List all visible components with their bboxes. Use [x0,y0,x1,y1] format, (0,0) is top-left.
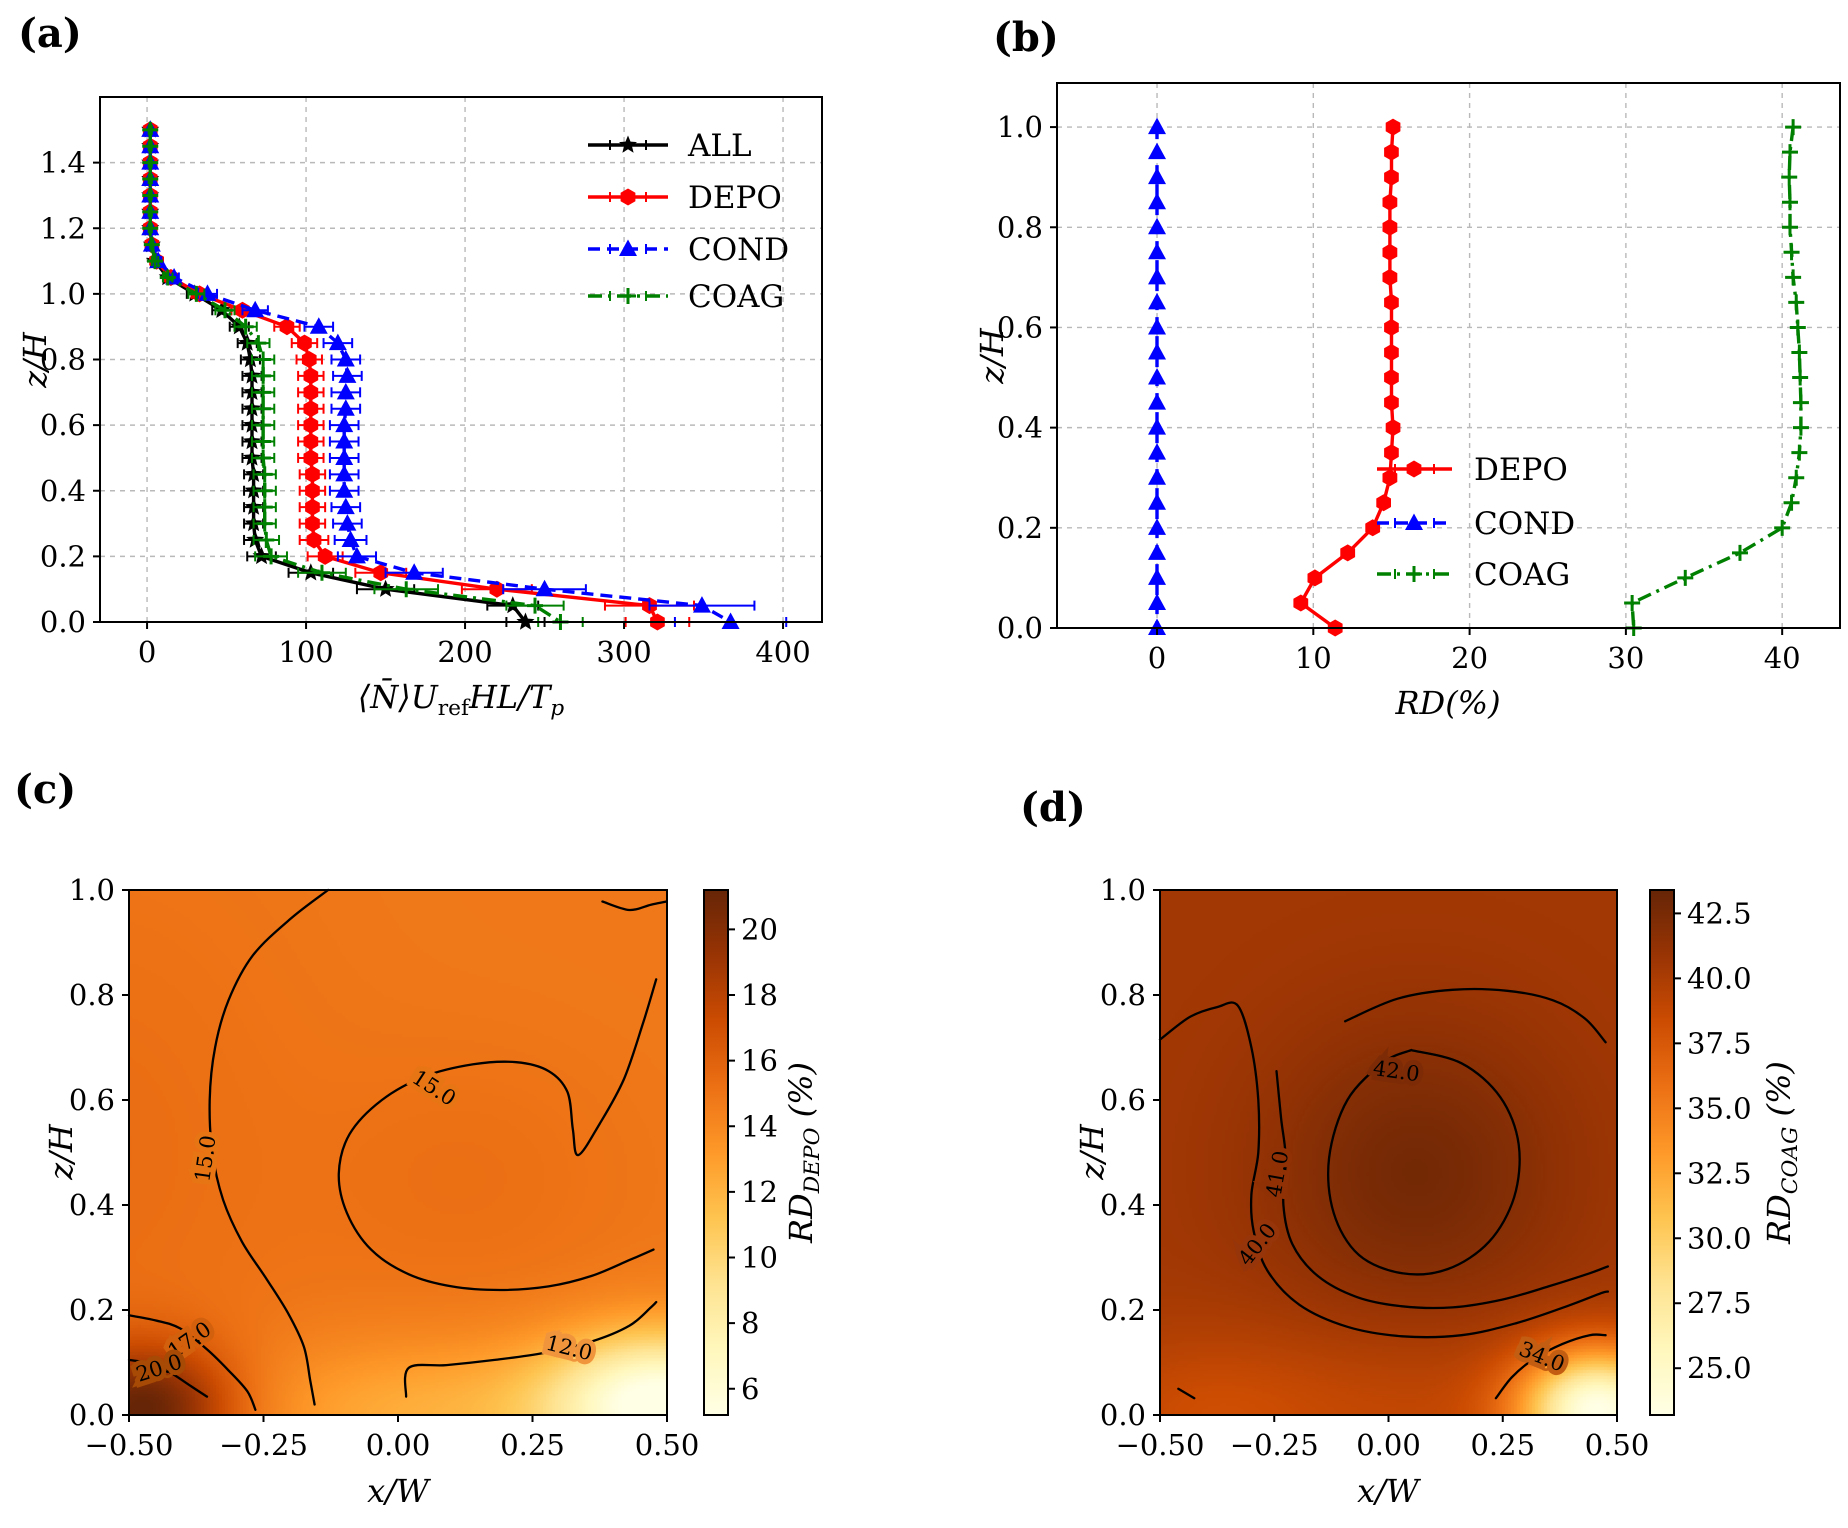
svg-text:DEPO: DEPO [1474,452,1568,488]
svg-text:COND: COND [688,232,789,268]
svg-text:0.2: 0.2 [69,1293,115,1327]
svg-text:40.0: 40.0 [1233,1219,1281,1271]
svg-text:0.2: 0.2 [1100,1293,1146,1327]
svg-text:DEPO: DEPO [688,180,782,216]
svg-text:0.8: 0.8 [69,978,115,1012]
svg-text:0.6: 0.6 [69,1083,115,1117]
svg-text:41.0: 41.0 [1262,1149,1294,1199]
svg-text:1.0: 1.0 [997,110,1043,144]
svg-text:0.4: 0.4 [69,1188,115,1222]
svg-text:400: 400 [755,635,810,669]
svg-text:300: 300 [596,635,651,669]
svg-text:ALL: ALL [687,128,752,164]
svg-text:20.0: 20.0 [133,1349,185,1386]
svg-text:30.0: 30.0 [1687,1221,1752,1255]
svg-text:37.5: 37.5 [1687,1026,1752,1060]
svg-text:0.00: 0.00 [1356,1428,1421,1462]
svg-text:25.0: 25.0 [1687,1351,1752,1385]
svg-text:0.4: 0.4 [997,411,1043,445]
svg-text:20: 20 [1451,641,1488,675]
svg-text:0.6: 0.6 [1100,1083,1146,1117]
svg-text:0.25: 0.25 [1470,1428,1535,1462]
svg-text:0.2: 0.2 [997,511,1043,545]
svg-text:0.4: 0.4 [1100,1188,1146,1222]
heatmap-coag-canvas [1160,890,1617,1415]
svg-text:z/H: z/H [973,327,1011,385]
svg-text:12: 12 [741,1175,778,1209]
svg-text:0: 0 [138,635,156,669]
svg-text:8: 8 [741,1306,759,1340]
svg-text:RD(%): RD(%) [1394,684,1500,722]
svg-text:32.5: 32.5 [1687,1156,1752,1190]
svg-text:−0.50: −0.50 [1116,1428,1205,1462]
svg-text:0.0: 0.0 [1100,1398,1146,1432]
svg-text:RDDEPO​ (%): RDDEPO​ (%) [782,1062,825,1244]
svg-text:0: 0 [1148,641,1166,675]
svg-text:0.50: 0.50 [635,1428,700,1462]
svg-text:−0.25: −0.25 [219,1428,308,1462]
svg-text:10: 10 [741,1241,778,1275]
svg-text:34.0: 34.0 [1516,1337,1568,1377]
svg-text:0.25: 0.25 [500,1428,565,1462]
panel-letter-b: (b) [993,14,1059,61]
svg-text:1.2: 1.2 [40,211,86,245]
svg-text:−0.50: −0.50 [85,1428,174,1462]
svg-text:35.0: 35.0 [1687,1091,1752,1125]
svg-text:30: 30 [1607,641,1644,675]
svg-text:18: 18 [741,978,778,1012]
svg-text:6: 6 [741,1372,759,1406]
svg-text:100: 100 [278,635,333,669]
svg-text:0.0: 0.0 [40,605,86,639]
svg-text:16: 16 [741,1044,778,1078]
svg-text:0.8: 0.8 [1100,978,1146,1012]
svg-text:12.0: 12.0 [544,1331,595,1366]
panel-letter-d: (d) [1020,784,1086,831]
heatmap-depo-canvas [129,890,667,1415]
svg-text:1.0: 1.0 [1100,873,1146,907]
svg-text:x/W: x/W [1357,1472,1422,1510]
svg-text:0.6: 0.6 [997,310,1043,344]
svg-text:COND: COND [1474,506,1575,542]
svg-text:z/H: z/H [42,1123,80,1181]
svg-text:COAG: COAG [688,279,784,315]
panel-letter-c: (c) [14,766,77,813]
svg-text:0.50: 0.50 [1585,1428,1650,1462]
svg-text:42.0: 42.0 [1372,1056,1422,1086]
svg-text:0.2: 0.2 [40,539,86,573]
svg-text:0.0: 0.0 [997,611,1043,645]
svg-text:RDCOAG​ (%): RDCOAG​ (%) [1760,1061,1803,1245]
panel-letter-a: (a) [18,10,82,57]
svg-text:40: 40 [1764,641,1801,675]
svg-text:z/H: z/H [1073,1123,1111,1181]
svg-text:1.0: 1.0 [40,277,86,311]
svg-text:40.0: 40.0 [1687,961,1752,995]
svg-text:0.00: 0.00 [366,1428,431,1462]
svg-text:1.0: 1.0 [69,873,115,907]
svg-text:27.5: 27.5 [1687,1286,1752,1320]
svg-text:0.4: 0.4 [40,474,86,508]
svg-text:z/H: z/H [16,331,54,389]
svg-text:COAG: COAG [1474,557,1570,593]
svg-text:0.8: 0.8 [997,210,1043,244]
svg-text:20: 20 [741,912,778,946]
svg-text:−0.25: −0.25 [1230,1428,1319,1462]
svg-text:14: 14 [741,1109,778,1143]
svg-text:⟨N̄⟩Uref​HL/Tp​: ⟨N̄⟩Uref​HL/Tp​ [358,678,565,721]
svg-text:x/W: x/W [367,1472,432,1510]
svg-text:0.0: 0.0 [69,1398,115,1432]
svg-text:10: 10 [1295,641,1332,675]
svg-text:42.5: 42.5 [1687,896,1752,930]
svg-text:0.8: 0.8 [40,343,86,377]
svg-text:0.6: 0.6 [40,408,86,442]
svg-text:1.4: 1.4 [40,146,86,180]
svg-text:200: 200 [437,635,492,669]
